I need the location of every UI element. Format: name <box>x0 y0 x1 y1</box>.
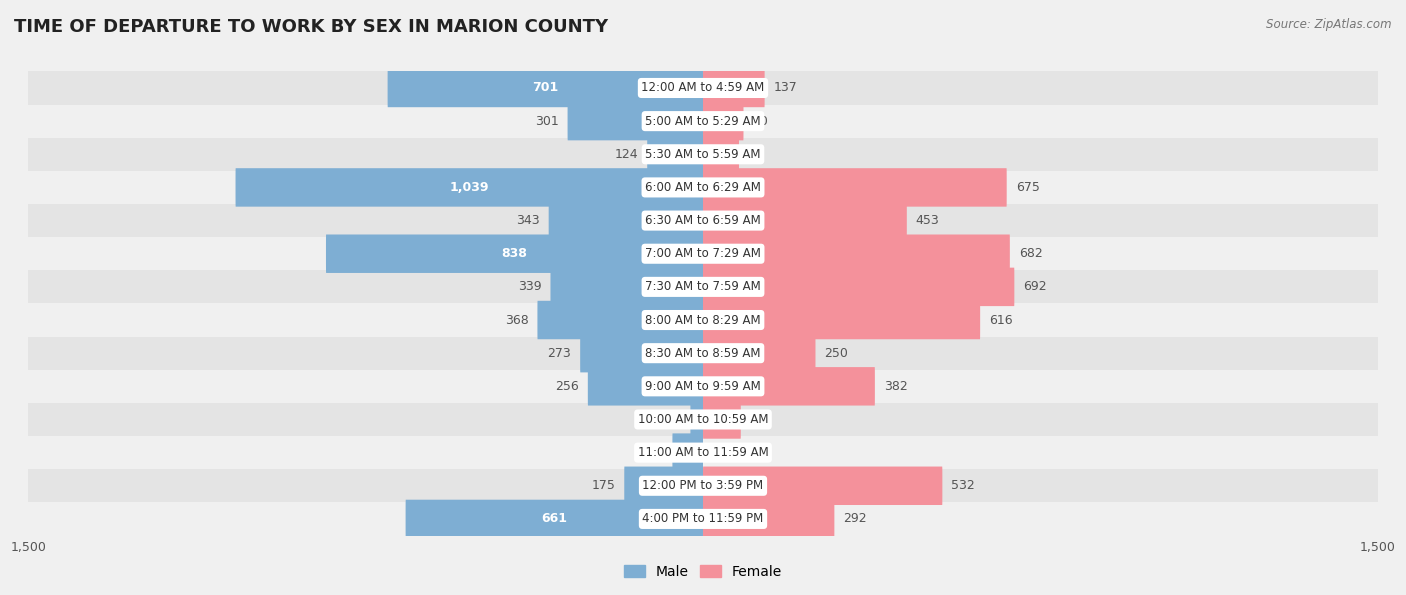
Text: 675: 675 <box>1015 181 1039 194</box>
Text: Source: ZipAtlas.com: Source: ZipAtlas.com <box>1267 18 1392 31</box>
Text: 339: 339 <box>517 280 541 293</box>
Text: 137: 137 <box>773 82 797 95</box>
Bar <box>28 337 1378 369</box>
Text: 0: 0 <box>711 446 720 459</box>
Text: 8:30 AM to 8:59 AM: 8:30 AM to 8:59 AM <box>645 347 761 359</box>
Text: 7:30 AM to 7:59 AM: 7:30 AM to 7:59 AM <box>645 280 761 293</box>
Bar <box>28 237 1378 270</box>
Text: TIME OF DEPARTURE TO WORK BY SEX IN MARION COUNTY: TIME OF DEPARTURE TO WORK BY SEX IN MARI… <box>14 18 609 36</box>
Bar <box>28 369 1378 403</box>
Text: 68: 68 <box>648 446 664 459</box>
FancyBboxPatch shape <box>703 268 1014 306</box>
FancyBboxPatch shape <box>703 334 815 372</box>
Bar <box>28 469 1378 502</box>
FancyBboxPatch shape <box>703 234 1010 273</box>
FancyBboxPatch shape <box>537 301 703 339</box>
Text: 5:30 AM to 5:59 AM: 5:30 AM to 5:59 AM <box>645 148 761 161</box>
FancyBboxPatch shape <box>703 400 741 439</box>
Bar <box>28 502 1378 536</box>
Text: 12:00 AM to 4:59 AM: 12:00 AM to 4:59 AM <box>641 82 765 95</box>
Bar <box>28 105 1378 137</box>
Text: 382: 382 <box>884 380 908 393</box>
Text: 701: 701 <box>533 82 558 95</box>
Text: 292: 292 <box>844 512 868 525</box>
Text: 250: 250 <box>824 347 848 359</box>
Text: 5:00 AM to 5:29 AM: 5:00 AM to 5:29 AM <box>645 115 761 127</box>
Bar <box>28 204 1378 237</box>
Text: 256: 256 <box>555 380 579 393</box>
FancyBboxPatch shape <box>388 69 703 107</box>
Text: 175: 175 <box>592 480 616 492</box>
Text: 7:00 AM to 7:29 AM: 7:00 AM to 7:29 AM <box>645 248 761 260</box>
Text: 4:00 PM to 11:59 PM: 4:00 PM to 11:59 PM <box>643 512 763 525</box>
Text: 661: 661 <box>541 512 567 525</box>
FancyBboxPatch shape <box>568 102 703 140</box>
FancyBboxPatch shape <box>236 168 703 206</box>
Text: 12:00 PM to 3:59 PM: 12:00 PM to 3:59 PM <box>643 480 763 492</box>
Text: 682: 682 <box>1019 248 1043 260</box>
Bar <box>28 303 1378 337</box>
Text: 273: 273 <box>547 347 571 359</box>
FancyBboxPatch shape <box>326 234 703 273</box>
FancyBboxPatch shape <box>672 433 703 472</box>
Text: 10:00 AM to 10:59 AM: 10:00 AM to 10:59 AM <box>638 413 768 426</box>
FancyBboxPatch shape <box>703 466 942 505</box>
Text: 368: 368 <box>505 314 529 327</box>
FancyBboxPatch shape <box>703 367 875 406</box>
Bar <box>28 171 1378 204</box>
Bar <box>28 270 1378 303</box>
FancyBboxPatch shape <box>551 268 703 306</box>
Text: 84: 84 <box>749 413 766 426</box>
FancyBboxPatch shape <box>703 168 1007 206</box>
Text: 616: 616 <box>990 314 1012 327</box>
FancyBboxPatch shape <box>647 135 703 174</box>
Text: 90: 90 <box>752 115 768 127</box>
FancyBboxPatch shape <box>690 400 703 439</box>
Text: 9:00 AM to 9:59 AM: 9:00 AM to 9:59 AM <box>645 380 761 393</box>
Bar <box>28 71 1378 105</box>
Text: 532: 532 <box>952 480 976 492</box>
Text: 124: 124 <box>614 148 638 161</box>
Text: 28: 28 <box>665 413 682 426</box>
Text: 343: 343 <box>516 214 540 227</box>
Bar <box>28 436 1378 469</box>
FancyBboxPatch shape <box>588 367 703 406</box>
FancyBboxPatch shape <box>703 500 834 538</box>
Bar <box>28 137 1378 171</box>
Text: 838: 838 <box>502 248 527 260</box>
FancyBboxPatch shape <box>703 102 744 140</box>
FancyBboxPatch shape <box>624 466 703 505</box>
Legend: Male, Female: Male, Female <box>619 559 787 584</box>
Text: 11:00 AM to 11:59 AM: 11:00 AM to 11:59 AM <box>638 446 768 459</box>
Text: 8:00 AM to 8:29 AM: 8:00 AM to 8:29 AM <box>645 314 761 327</box>
FancyBboxPatch shape <box>581 334 703 372</box>
FancyBboxPatch shape <box>703 69 765 107</box>
FancyBboxPatch shape <box>703 201 907 240</box>
Text: 453: 453 <box>915 214 939 227</box>
FancyBboxPatch shape <box>703 301 980 339</box>
Text: 6:00 AM to 6:29 AM: 6:00 AM to 6:29 AM <box>645 181 761 194</box>
FancyBboxPatch shape <box>703 135 740 174</box>
FancyBboxPatch shape <box>405 500 703 538</box>
Text: 6:30 AM to 6:59 AM: 6:30 AM to 6:59 AM <box>645 214 761 227</box>
Text: 80: 80 <box>748 148 763 161</box>
Text: 692: 692 <box>1024 280 1047 293</box>
Text: 301: 301 <box>534 115 558 127</box>
Bar <box>28 403 1378 436</box>
FancyBboxPatch shape <box>548 201 703 240</box>
Text: 1,039: 1,039 <box>450 181 489 194</box>
